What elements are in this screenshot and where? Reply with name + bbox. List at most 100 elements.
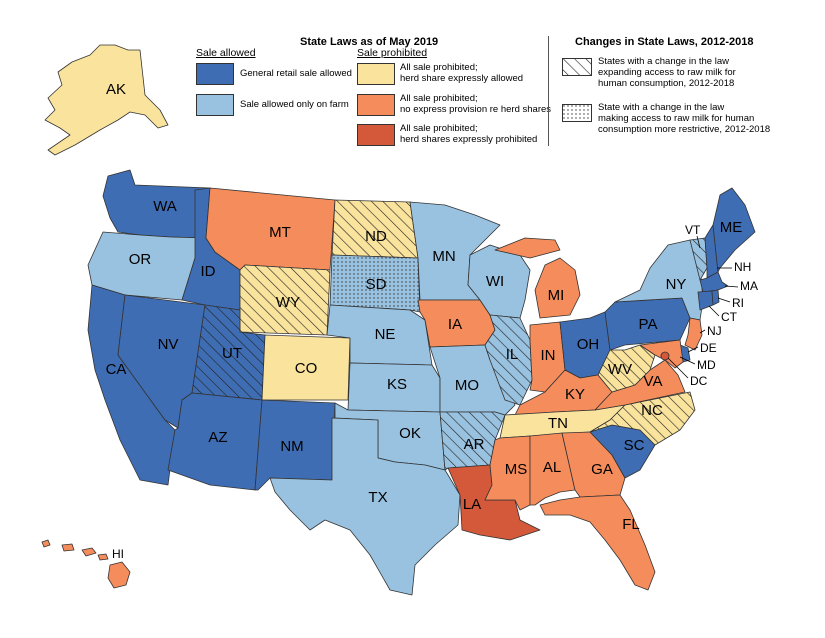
label-mo: MO [455, 377, 479, 394]
state-wy-hatch [240, 265, 330, 335]
state-mi [494, 237, 581, 319]
label-tn: TN [548, 415, 568, 432]
state-ma [699, 271, 729, 293]
label-ak: AK [106, 81, 126, 98]
label-wi: WI [486, 273, 504, 290]
state-ct [697, 290, 714, 311]
legend-farm-only: Sale allowed only on farm [240, 99, 349, 110]
legend-general-retail: General retail sale allowed [240, 68, 352, 79]
label-ks: KS [387, 376, 407, 393]
label-nv: NV [158, 336, 179, 353]
label-nc: NC [641, 402, 663, 419]
dc-marker [660, 351, 670, 361]
state-hi [41, 539, 131, 589]
label-al: AL [543, 459, 561, 476]
label-mt: MT [269, 224, 291, 241]
state-wv-hatch [598, 345, 655, 392]
legend-sale-prohibited-header: Sale prohibited [357, 47, 428, 59]
label-ca: CA [106, 361, 127, 378]
label-ok: OK [399, 425, 421, 442]
swatch-general-retail [196, 63, 234, 85]
label-nm: NM [280, 438, 303, 455]
label-ri: RI [732, 296, 744, 310]
label-nj: NJ [707, 324, 722, 338]
swatch-farm-only [196, 94, 234, 116]
legend-herd-allowed: All sale prohibited; herd share expressl… [400, 62, 523, 84]
legend-expanding-line2: expanding access to raw milk for [598, 67, 736, 78]
label-dc: DC [690, 374, 708, 388]
legend-title: State Laws as of May 2019 [300, 36, 439, 48]
legend-restrictive-line3: consumption more restrictive, 2012-2018 [598, 124, 771, 135]
swatch-expanding-hatch [562, 58, 592, 76]
label-fl: FL [622, 516, 640, 533]
legend-herd-allowed-line2: herd share expressly allowed [400, 73, 524, 84]
swatch-restrictive-dots [562, 104, 592, 122]
label-nh: NH [734, 260, 751, 274]
label-de: DE [700, 341, 717, 355]
legend-restrictive-line2: making access to raw milk for human [598, 113, 755, 124]
label-va: VA [644, 373, 663, 390]
label-me: ME [720, 219, 743, 236]
label-in: IN [541, 347, 556, 364]
label-ky: KY [565, 386, 585, 403]
state-nc-hatch [590, 392, 695, 445]
label-ma: MA [740, 279, 758, 293]
legend-herd-prohibited: All sale prohibited; herd shares express… [400, 123, 537, 145]
legend-sale-allowed-header: Sale allowed [196, 47, 256, 59]
label-ct: CT [721, 310, 738, 324]
label-ms: MS [505, 461, 528, 478]
label-il: IL [506, 346, 519, 363]
legend-divider [548, 36, 549, 146]
label-wy: WY [276, 294, 300, 311]
changes-title: Changes in State Laws, 2012-2018 [575, 36, 754, 48]
label-id: ID [201, 263, 216, 280]
label-md: MD [697, 358, 716, 372]
swatch-herd-prohibited [357, 124, 395, 146]
label-ut: UT [222, 345, 242, 362]
label-wv: WV [608, 361, 632, 378]
swatch-no-provision [357, 94, 395, 116]
label-nd: ND [365, 228, 387, 245]
label-ny: NY [666, 276, 687, 293]
label-co: CO [295, 360, 318, 377]
state-sd-dots [330, 255, 420, 312]
legend-no-provision-line2: no express provision re herd shares [400, 104, 552, 115]
legend-herd-prohibited-line1: All sale prohibited; [400, 123, 478, 134]
state-ak [44, 44, 169, 156]
state-ut-hatch [192, 305, 265, 400]
label-ar: AR [464, 436, 485, 453]
label-oh: OH [577, 336, 600, 353]
state-ar-hatch [440, 412, 505, 470]
state-me [712, 187, 756, 273]
label-mn: MN [432, 248, 455, 265]
label-mi: MI [548, 287, 565, 304]
label-pa: PA [639, 316, 658, 333]
state-ri [711, 289, 720, 306]
label-sc: SC [624, 437, 645, 454]
legend-expanding-line3: human consumption, 2012-2018 [598, 78, 735, 89]
state-tx [269, 417, 461, 596]
legend-expanding-line1: States with a change in the law [598, 56, 729, 67]
leader-lines [667, 235, 739, 379]
label-or: OR [129, 251, 152, 268]
label-az: AZ [208, 429, 227, 446]
swatch-herd-share-allowed [357, 63, 395, 85]
legend-herd-prohibited-line2: herd shares expressly prohibited [400, 134, 538, 145]
legend-expanding: States with a change in the law expandin… [598, 56, 736, 89]
state-co [261, 334, 351, 401]
label-ne: NE [375, 326, 396, 343]
label-wa: WA [153, 198, 177, 215]
legend-restrictive: State with a change in the law making ac… [598, 102, 770, 135]
legend-no-provision: All sale prohibited; no express provisio… [400, 93, 551, 115]
label-vt: VT [685, 223, 701, 237]
label-hi: HI [112, 547, 124, 561]
state-nj [684, 317, 703, 351]
label-la: LA [463, 496, 481, 513]
state-fl [539, 494, 656, 591]
legend-restrictive-line1: State with a change in the law [598, 102, 725, 113]
label-ga: GA [591, 461, 613, 478]
legend-herd-allowed-line1: All sale prohibited; [400, 62, 478, 73]
label-tx: TX [368, 489, 387, 506]
state-vt-hatch [690, 238, 707, 280]
